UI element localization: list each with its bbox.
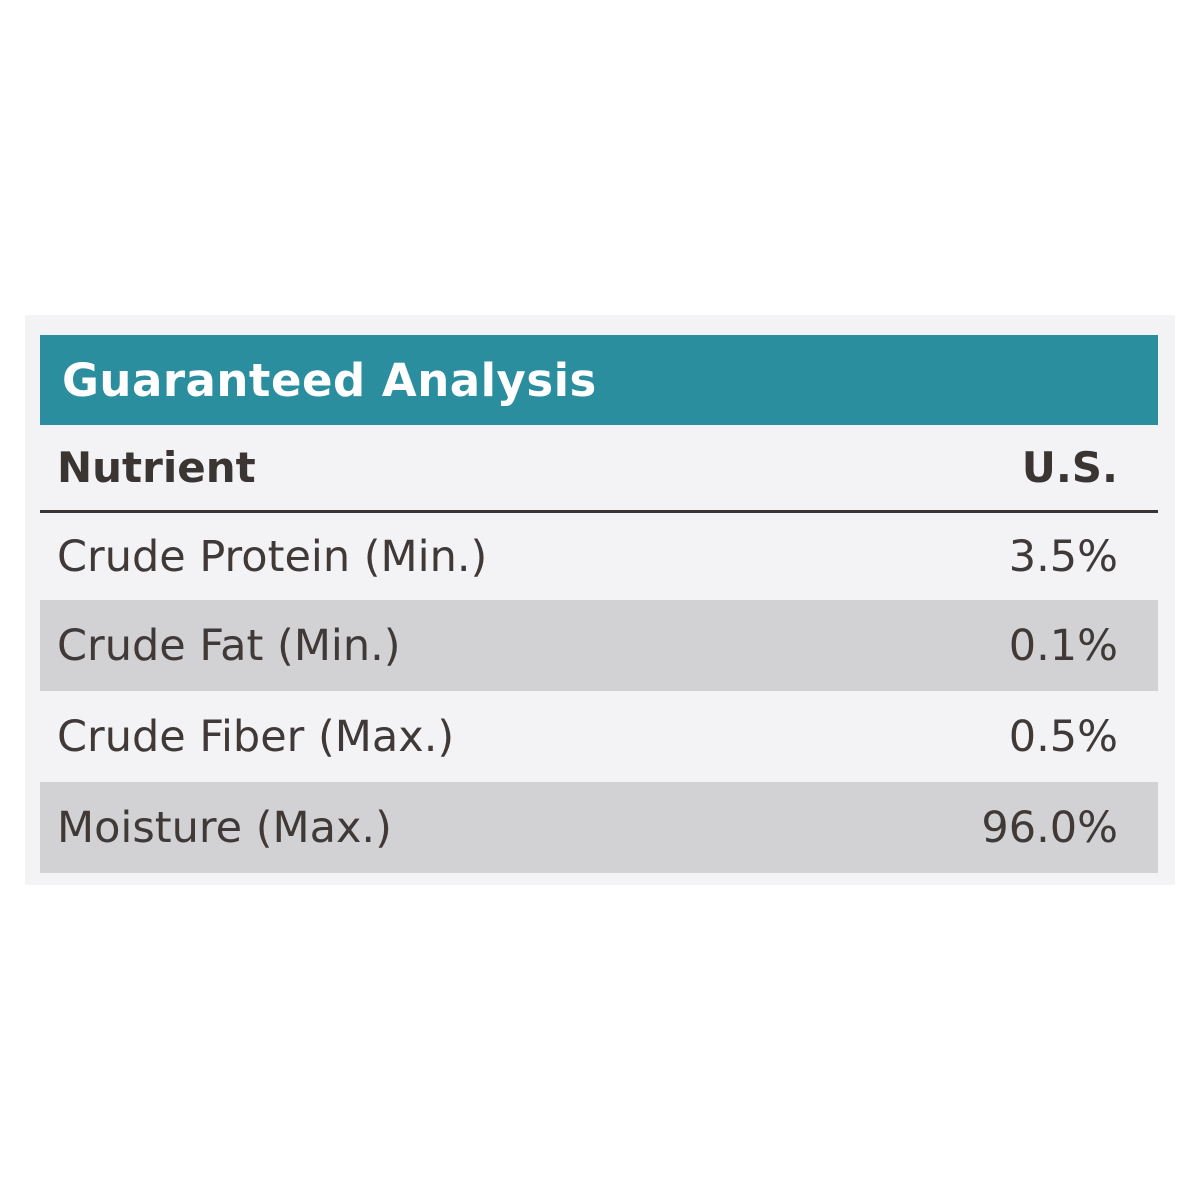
nutrient-value: 96.0%: [981, 802, 1118, 853]
table-row: Crude Fiber (Max.) 0.5%: [40, 691, 1158, 782]
nutrient-value: 0.1%: [1008, 620, 1118, 671]
table-row: Moisture (Max.) 96.0%: [40, 782, 1158, 873]
guaranteed-analysis-table: Guaranteed Analysis Nutrient U.S. Crude …: [40, 335, 1158, 873]
table-row: Crude Protein (Min.) 3.5%: [40, 513, 1158, 600]
table-title: Guaranteed Analysis: [62, 353, 597, 407]
nutrient-name: Crude Fiber (Max.): [57, 711, 455, 762]
guaranteed-analysis-panel: Guaranteed Analysis Nutrient U.S. Crude …: [25, 315, 1175, 885]
title-bar: Guaranteed Analysis: [40, 335, 1158, 425]
header-row: Nutrient U.S.: [40, 425, 1158, 513]
nutrient-column-header: Nutrient: [57, 443, 256, 492]
us-column-header: U.S.: [1021, 443, 1118, 492]
nutrient-name: Moisture (Max.): [57, 802, 392, 853]
nutrient-value: 0.5%: [1008, 711, 1118, 762]
nutrient-name: Crude Fat (Min.): [57, 620, 401, 671]
nutrient-value: 3.5%: [1008, 531, 1118, 582]
table-row: Crude Fat (Min.) 0.1%: [40, 600, 1158, 691]
nutrient-name: Crude Protein (Min.): [57, 531, 488, 582]
